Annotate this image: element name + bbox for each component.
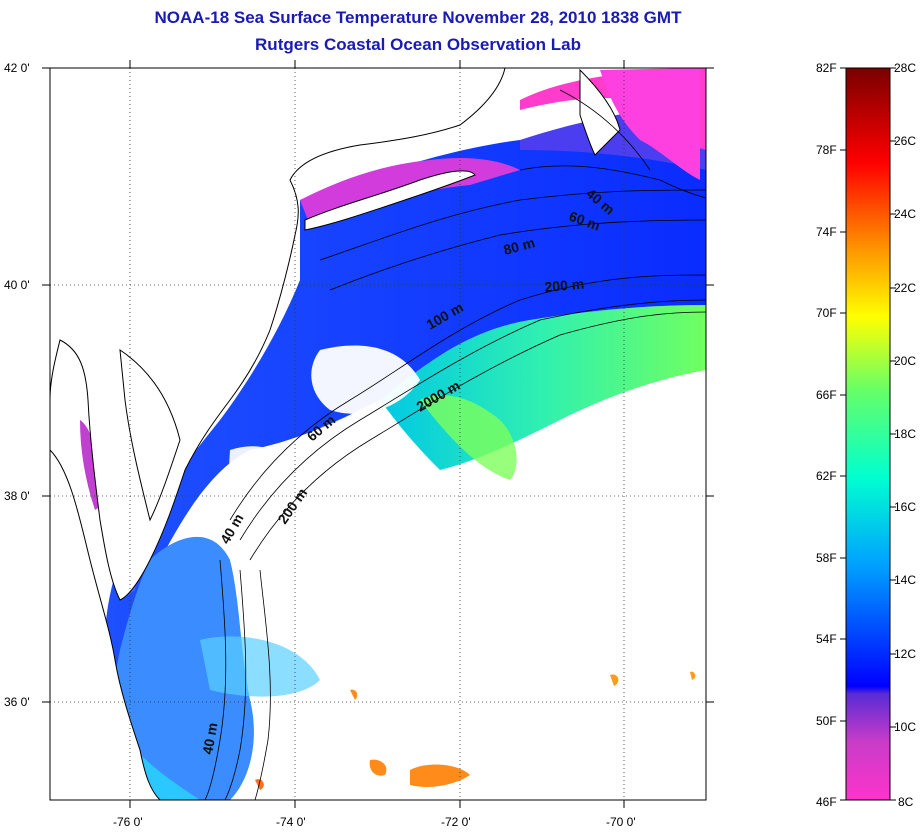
colorbar-c-label: 8C bbox=[898, 795, 914, 809]
colorbar-f-label: 62F bbox=[816, 469, 837, 483]
map-title: NOAA-18 Sea Surface Temperature November… bbox=[154, 8, 682, 27]
contour-label: 40 m bbox=[199, 721, 220, 755]
lat-label: 36 0' bbox=[4, 695, 30, 709]
lat-label: 42 0' bbox=[4, 61, 30, 75]
lon-label: -76 0' bbox=[113, 815, 143, 829]
colorbar-c-label: 26C bbox=[894, 134, 916, 148]
plot-frame bbox=[49, 67, 707, 801]
colorbar-f-label: 50F bbox=[816, 714, 837, 728]
colorbar-f-label: 58F bbox=[816, 551, 837, 565]
lat-label: 38 0' bbox=[4, 489, 30, 503]
colorbar-f-label: 70F bbox=[816, 306, 837, 320]
longitude-labels: -76 0' -74 0' -72 0' -70 0' bbox=[113, 815, 636, 829]
colorbar-f-label: 46F bbox=[816, 795, 837, 809]
tick-marks bbox=[42, 60, 714, 808]
colorbar-c-label: 12C bbox=[894, 647, 916, 661]
colorbar-c-label: 10C bbox=[894, 720, 916, 734]
graticule bbox=[50, 68, 706, 800]
lon-label: -74 0' bbox=[276, 815, 306, 829]
colorbar-c-label: 18C bbox=[894, 427, 916, 441]
colorbar: 82F 78F 74F 70F 66F 62F 58F 54F 50F 46F … bbox=[816, 61, 916, 809]
colorbar-c-label: 14C bbox=[894, 573, 916, 587]
lon-label: -70 0' bbox=[606, 815, 636, 829]
colorbar-c-label: 28C bbox=[894, 61, 916, 75]
colorbar-c-label: 20C bbox=[894, 354, 916, 368]
bathymetry-contours bbox=[204, 89, 707, 801]
map-subtitle: Rutgers Coastal Ocean Observation Lab bbox=[255, 35, 581, 54]
colorbar-f-label: 54F bbox=[816, 632, 837, 646]
colorbar-f-label: 66F bbox=[816, 388, 837, 402]
colorbar-f-label: 78F bbox=[816, 143, 837, 157]
landmass bbox=[49, 67, 621, 801]
colorbar-f-label: 74F bbox=[816, 225, 837, 239]
lat-label: 40 0' bbox=[4, 278, 30, 292]
contour-label: 200 m bbox=[544, 276, 585, 295]
latitude-labels: 42 0' 40 0' 38 0' 36 0' bbox=[4, 61, 30, 709]
colorbar-c-label: 16C bbox=[894, 500, 916, 514]
lon-label: -72 0' bbox=[441, 815, 471, 829]
contour-label: 80 m bbox=[502, 234, 537, 258]
colorbar-scale bbox=[845, 67, 891, 801]
colorbar-c-label: 22C bbox=[894, 281, 916, 295]
colorbar-f-label: 82F bbox=[816, 61, 837, 75]
colorbar-c-label: 24C bbox=[894, 207, 916, 221]
